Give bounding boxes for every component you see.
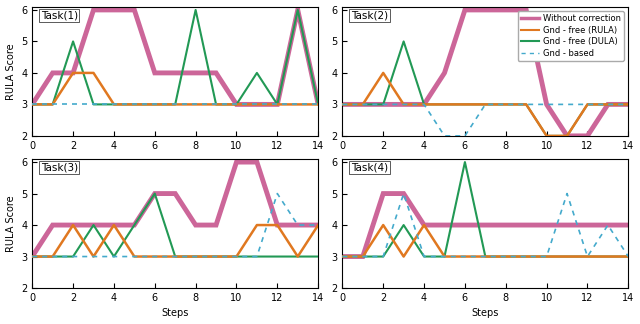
Text: Task(2): Task(2) (351, 11, 388, 21)
X-axis label: Steps: Steps (161, 308, 189, 318)
Legend: Without correction, Gnd - free (RULA), Gnd - free (DULA), Gnd - based: Without correction, Gnd - free (RULA), G… (518, 11, 624, 61)
X-axis label: Steps: Steps (472, 308, 499, 318)
Text: Task(1): Task(1) (41, 11, 78, 21)
Y-axis label: RULA Score: RULA Score (6, 195, 15, 252)
Text: Task(3): Task(3) (41, 163, 78, 173)
Y-axis label: RULA Score: RULA Score (6, 43, 15, 100)
Text: Task(4): Task(4) (351, 163, 388, 173)
